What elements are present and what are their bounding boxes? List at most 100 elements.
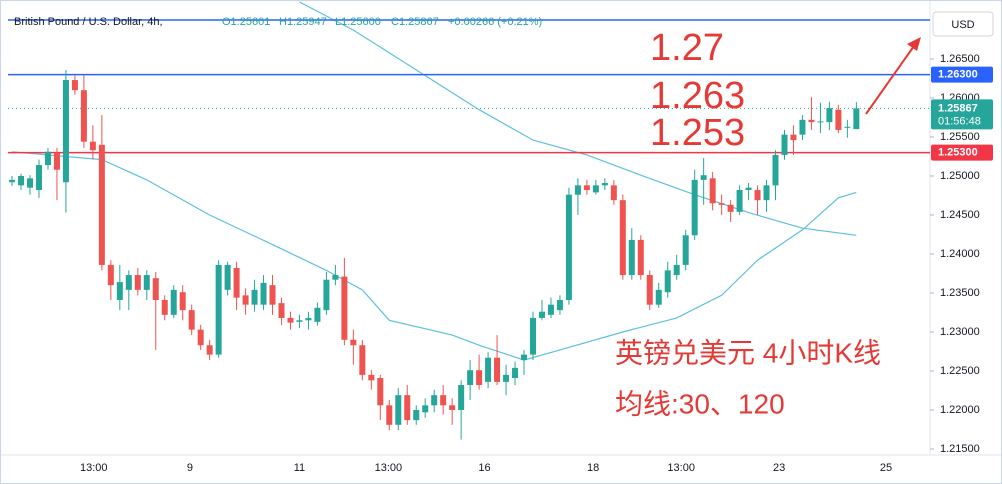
x-tick-label: 18 xyxy=(587,462,599,474)
candle-body xyxy=(655,289,662,305)
candle-body xyxy=(853,108,860,130)
candle-body xyxy=(233,268,240,298)
candle-body xyxy=(808,119,815,123)
candle-body xyxy=(835,109,842,130)
candle-body xyxy=(691,179,698,236)
y-tick-label: 1.25500 xyxy=(940,131,980,143)
moving-average-line xyxy=(299,1,857,236)
candle-body xyxy=(9,179,16,183)
x-tick-label: 9 xyxy=(187,462,193,474)
candle-body xyxy=(673,264,680,276)
annotation: 均线:30、120 xyxy=(615,388,785,419)
candle-body xyxy=(565,194,572,301)
y-tick-label: 1.26500 xyxy=(940,53,980,65)
candle-body xyxy=(53,153,60,170)
y-tick-label: 1.24500 xyxy=(940,209,980,221)
annotation: 1.27 xyxy=(650,27,724,69)
candle-body xyxy=(305,317,312,321)
candle-body xyxy=(323,279,330,311)
candle-body xyxy=(386,405,393,425)
candle-body xyxy=(619,200,626,276)
countdown-label: 01:56:48 xyxy=(938,115,981,127)
candle-body xyxy=(718,203,725,205)
candle-body xyxy=(547,304,554,315)
candle-body xyxy=(592,185,599,193)
last-price-label: 1.25867 xyxy=(938,102,978,114)
candle-body xyxy=(682,235,689,265)
candle-body xyxy=(341,276,348,340)
annotation: 1.253 xyxy=(650,112,745,154)
candle-body xyxy=(574,185,581,195)
candle-body xyxy=(826,108,833,123)
candle-body xyxy=(251,289,258,305)
candle-body xyxy=(422,405,429,413)
annotation: 1.263 xyxy=(650,75,745,117)
candle-body xyxy=(314,307,321,322)
candle-body xyxy=(152,278,159,301)
candle-body xyxy=(161,300,168,315)
candle-body xyxy=(350,339,357,346)
level-label-box xyxy=(931,144,993,161)
level-label: 1.26300 xyxy=(938,68,978,80)
candle-body xyxy=(260,282,267,305)
candle-body xyxy=(538,311,545,318)
candle-body xyxy=(143,275,150,290)
candle-body xyxy=(287,317,294,323)
currency-button[interactable] xyxy=(932,11,994,37)
candle-body xyxy=(476,370,483,386)
candle-body xyxy=(98,144,105,265)
candle-body xyxy=(134,275,141,290)
candle-body xyxy=(646,275,653,305)
candle-body xyxy=(503,374,510,382)
candle-body xyxy=(431,395,438,406)
candle-body xyxy=(449,405,456,410)
candle-body xyxy=(107,264,114,286)
candle-body xyxy=(745,187,752,191)
candle-body xyxy=(529,317,536,355)
candle-body xyxy=(521,354,528,361)
currency-label[interactable]: USD xyxy=(951,19,974,31)
candle-body xyxy=(80,90,87,142)
candle-body xyxy=(44,151,51,166)
change: +0.00266 (+0.21%) xyxy=(448,16,542,28)
ohlc-high: H1.25947 xyxy=(279,16,327,28)
candle-body xyxy=(179,292,186,311)
candle-body xyxy=(601,182,608,186)
candle-body xyxy=(817,121,824,123)
x-tick-label: 13:00 xyxy=(375,462,403,474)
candle-body xyxy=(188,310,195,330)
y-tick-label: 1.24000 xyxy=(940,248,980,260)
candle-body xyxy=(269,285,276,305)
candle-body xyxy=(556,300,563,311)
x-tick-label: 13:00 xyxy=(80,462,108,474)
x-tick-label: 16 xyxy=(478,462,490,474)
candle-body xyxy=(637,239,644,276)
candle-body xyxy=(224,264,231,290)
candle-body xyxy=(296,320,303,322)
candle-body xyxy=(377,378,384,406)
candle-body xyxy=(781,134,788,155)
candle-body xyxy=(170,289,177,315)
candle-body xyxy=(440,395,447,406)
candle-body xyxy=(799,119,806,135)
y-tick-label: 1.21500 xyxy=(940,443,980,455)
moving-average-line xyxy=(11,151,857,361)
candle-body xyxy=(485,357,492,382)
candle-body xyxy=(458,385,465,410)
candle-body xyxy=(583,185,590,191)
level-label-box xyxy=(931,66,993,83)
ohlc-open: O1.25601 xyxy=(222,16,270,28)
y-tick-label: 1.22000 xyxy=(940,404,980,416)
candle-body xyxy=(359,345,366,375)
candle-body xyxy=(754,190,761,201)
candle-body xyxy=(197,329,204,346)
candle-body xyxy=(772,154,779,186)
x-tick-label: 25 xyxy=(880,462,892,474)
ohlc-low: L1.25600 xyxy=(335,16,381,28)
candle-body xyxy=(395,395,402,425)
plot-area xyxy=(8,1,930,440)
candle-body xyxy=(18,175,25,186)
ohlc-close: C1.25867 xyxy=(391,16,439,28)
